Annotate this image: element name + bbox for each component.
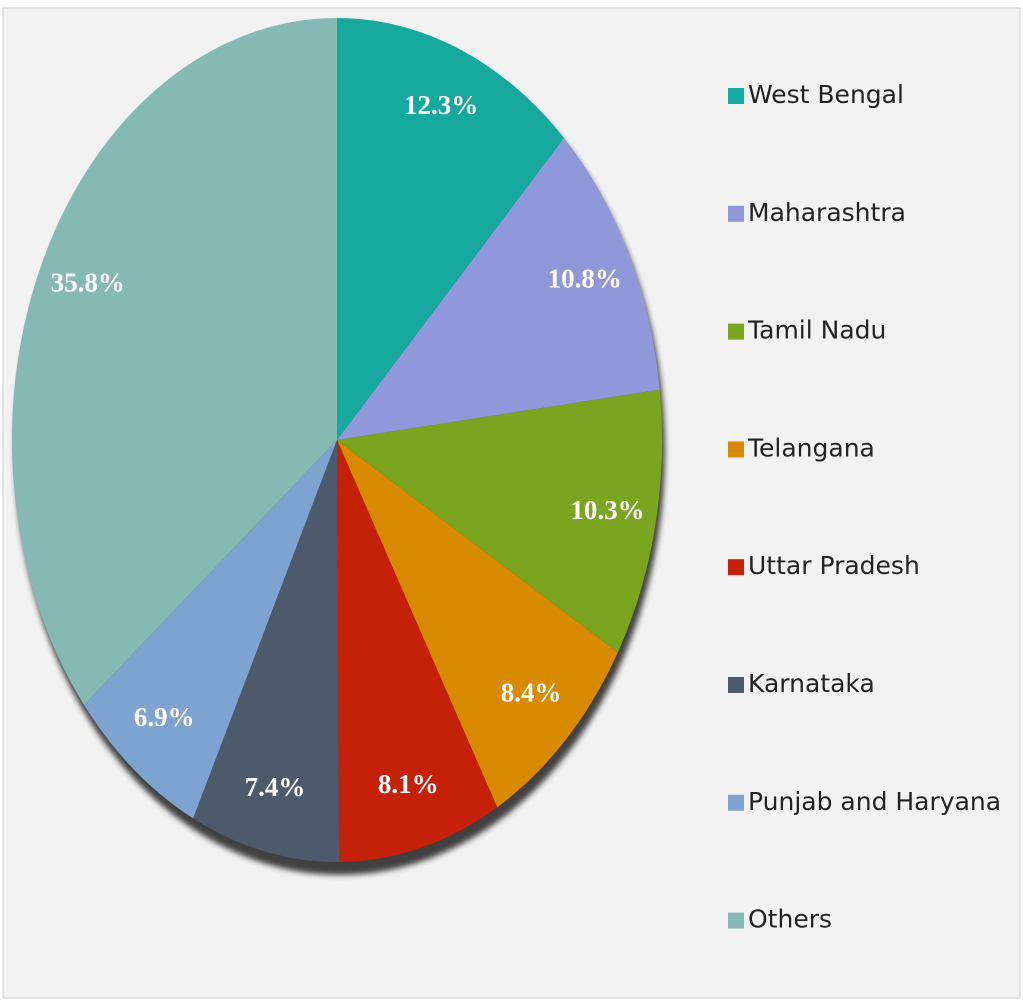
legend-label: Tamil Nadu	[747, 316, 886, 345]
legend-swatch	[728, 88, 744, 104]
pie-slice	[337, 389, 662, 653]
pie-slice	[337, 18, 564, 440]
legend-swatch	[728, 559, 744, 576]
legend-label: Uttar Pradesh	[748, 551, 920, 580]
legend-swatch	[728, 441, 744, 458]
legend-swatch	[728, 912, 744, 929]
legend-label: Maharashtra	[748, 198, 906, 227]
pie-slice	[337, 137, 660, 440]
legend-swatch	[728, 794, 744, 811]
data-label: 35.8%	[51, 267, 125, 297]
pie-slice	[193, 440, 340, 863]
data-label: 10.3%	[570, 495, 644, 525]
legend-label: Telangana	[747, 433, 875, 462]
legend-label: Others	[748, 905, 832, 934]
legend-label: Karnataka	[748, 669, 875, 698]
pie-slice	[11, 18, 337, 705]
data-label: 8.4%	[501, 677, 562, 707]
data-label: 6.9%	[134, 702, 195, 732]
data-label: 7.4%	[245, 772, 306, 802]
data-label: 10.8%	[548, 263, 622, 293]
legend-label: West Bengal	[748, 80, 904, 109]
pie-slice	[337, 440, 618, 808]
legend-swatch	[728, 323, 744, 340]
legend-label: Punjab and Haryana	[748, 787, 1001, 816]
data-label: 8.1%	[378, 769, 439, 799]
legend-swatch	[728, 205, 744, 222]
legend-swatch	[728, 677, 744, 693]
data-label: 12.3%	[404, 90, 478, 120]
pie-slice	[83, 440, 337, 819]
pie-slice	[337, 440, 498, 862]
